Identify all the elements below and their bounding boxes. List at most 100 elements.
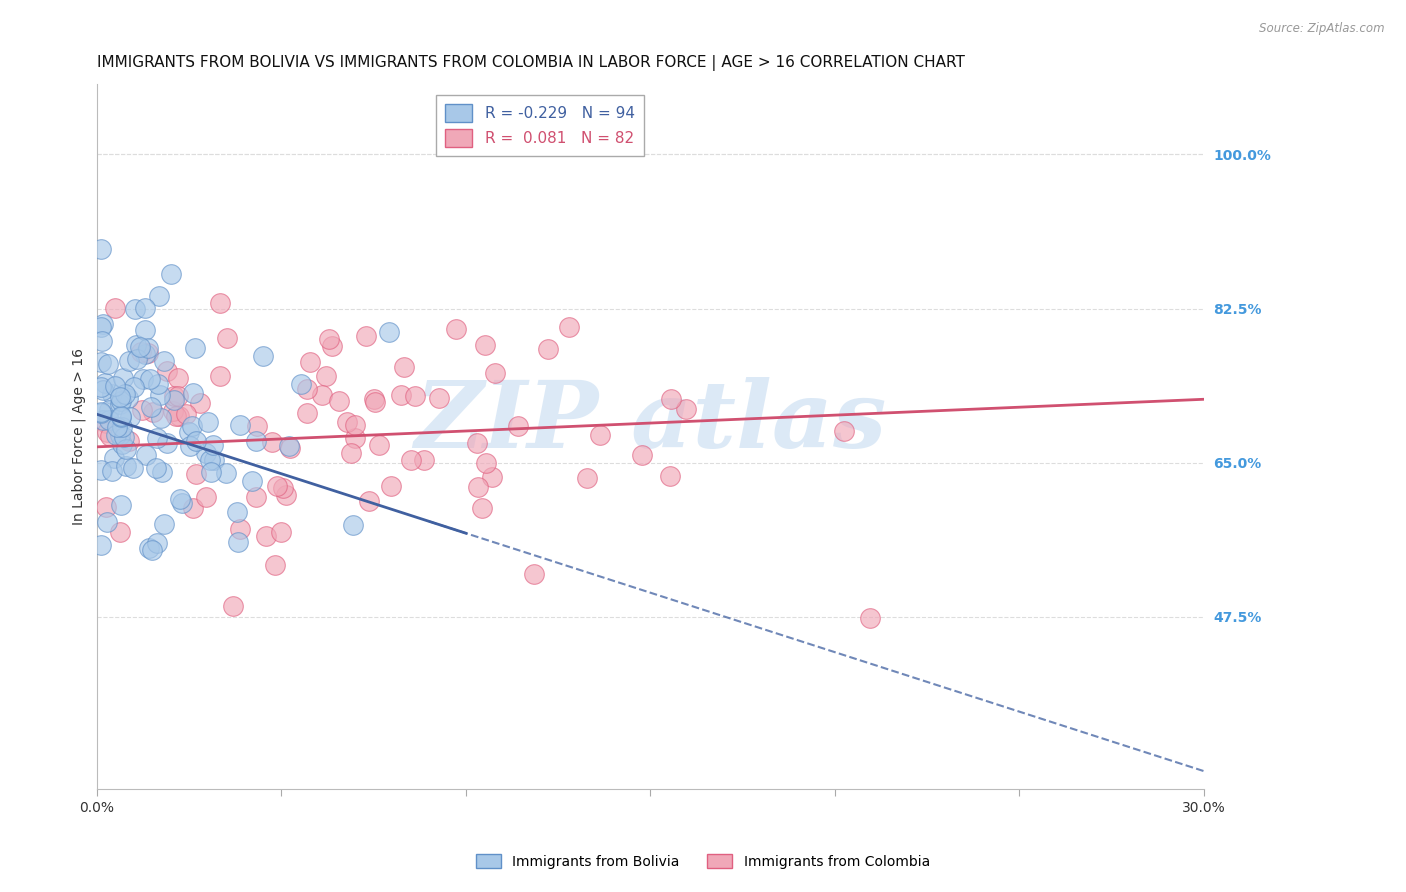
Point [184, 434, 207, 449]
Point [215, 330, 238, 344]
Point [141, 405, 163, 419]
Text: IMMIGRANTS FROM BOLIVIA VS IMMIGRANTS FROM COLOMBIA IN LABOR FORCE | AGE > 16 CO: IMMIGRANTS FROM BOLIVIA VS IMMIGRANTS FR… [97, 55, 965, 71]
Point [209, 296, 232, 310]
Point [146, 535, 169, 549]
Point [179, 439, 201, 453]
Point [630, 448, 652, 462]
Legend: Immigrants from Bolivia, Immigrants from Colombia: Immigrants from Bolivia, Immigrants from… [471, 848, 935, 874]
Point [114, 459, 136, 474]
Point [139, 401, 162, 415]
Point [254, 529, 277, 543]
Point [576, 470, 599, 484]
Point [163, 392, 186, 407]
Point [108, 525, 131, 540]
Point [298, 355, 321, 369]
Point [131, 403, 153, 417]
Point [91, 334, 114, 348]
Point [315, 369, 337, 384]
Point [197, 415, 219, 429]
Point [537, 343, 560, 357]
Point [343, 431, 366, 445]
Point [274, 488, 297, 502]
Point [110, 410, 132, 425]
Point [328, 394, 350, 409]
Point [97, 357, 120, 371]
Point [263, 558, 285, 572]
Point [162, 404, 184, 418]
Point [108, 428, 131, 442]
Point [111, 370, 134, 384]
Point [91, 318, 114, 332]
Point [475, 456, 498, 470]
Point [146, 431, 169, 445]
Point [368, 437, 391, 451]
Point [117, 391, 139, 405]
Point [202, 438, 225, 452]
Point [118, 354, 141, 368]
Point [108, 390, 131, 404]
Point [474, 338, 496, 352]
Point [364, 394, 387, 409]
Point [404, 389, 426, 403]
Point [658, 469, 681, 483]
Point [377, 325, 399, 339]
Point [98, 402, 121, 417]
Point [131, 372, 153, 386]
Point [270, 524, 292, 539]
Point [245, 490, 267, 504]
Point [184, 341, 207, 355]
Point [290, 377, 312, 392]
Point [229, 522, 252, 536]
Point [446, 322, 468, 336]
Point [90, 355, 112, 369]
Point [105, 419, 128, 434]
Point [93, 383, 115, 397]
Point [321, 339, 343, 353]
Point [467, 480, 489, 494]
Point [128, 340, 150, 354]
Point [184, 467, 207, 482]
Point [136, 341, 159, 355]
Point [558, 319, 581, 334]
Text: ZIP atlas: ZIP atlas [415, 377, 887, 467]
Point [90, 405, 112, 419]
Point [354, 329, 377, 343]
Point [166, 389, 188, 403]
Point [152, 517, 174, 532]
Point [156, 363, 179, 377]
Point [134, 301, 156, 315]
Point [96, 425, 118, 439]
Point [112, 430, 135, 444]
Point [858, 610, 880, 624]
Point [266, 479, 288, 493]
Point [104, 301, 127, 316]
Text: Source: ZipAtlas.com: Source: ZipAtlas.com [1260, 22, 1385, 36]
Point [153, 354, 176, 368]
Point [135, 449, 157, 463]
Point [121, 461, 143, 475]
Point [105, 428, 128, 442]
Point [245, 419, 267, 434]
Point [94, 376, 117, 391]
Point [150, 465, 173, 479]
Point [97, 412, 120, 426]
Legend: R = -0.229   N = 94, R =  0.081   N = 82: R = -0.229 N = 94, R = 0.081 N = 82 [436, 95, 644, 156]
Point [188, 395, 211, 409]
Point [124, 338, 146, 352]
Point [146, 376, 169, 391]
Point [506, 419, 529, 434]
Point [659, 392, 682, 407]
Point [114, 387, 136, 401]
Point [160, 267, 183, 281]
Point [96, 500, 118, 515]
Point [523, 567, 546, 582]
Point [167, 409, 190, 424]
Point [166, 370, 188, 384]
Point [111, 420, 134, 434]
Point [127, 351, 149, 366]
Point [271, 481, 294, 495]
Point [108, 397, 131, 411]
Point [110, 409, 132, 424]
Point [96, 417, 118, 431]
Point [149, 388, 172, 402]
